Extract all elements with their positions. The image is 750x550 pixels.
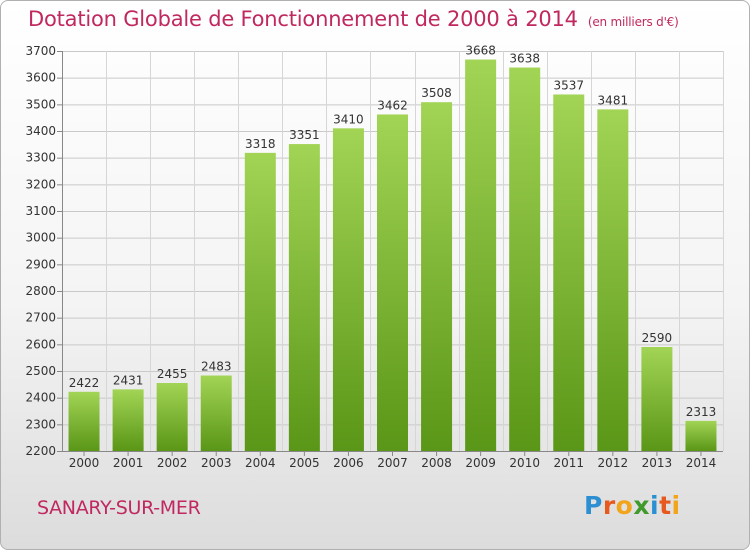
x-tick-label: 2014 xyxy=(686,456,717,470)
bar xyxy=(597,109,629,452)
x-tick-label: 2007 xyxy=(377,456,408,470)
bar xyxy=(377,114,408,451)
y-tick-label: 2500 xyxy=(25,364,56,378)
y-tick-label: 3200 xyxy=(25,177,56,191)
x-tick-label: 2002 xyxy=(157,456,188,470)
x-tick-label: 2011 xyxy=(553,456,584,470)
value-label: 3318 xyxy=(245,137,276,151)
proxiti-logo[interactable]: Proxiti xyxy=(584,491,681,520)
value-label: 3410 xyxy=(333,112,364,126)
city-name: SANARY-SUR-MER xyxy=(37,497,201,519)
value-label: 2455 xyxy=(157,367,188,381)
value-label: 3462 xyxy=(377,98,408,112)
y-tick-label: 3700 xyxy=(25,44,56,58)
x-tick-label: 2005 xyxy=(289,456,320,470)
value-label: 3481 xyxy=(598,93,629,107)
bar xyxy=(641,347,673,451)
chart-title: Dotation Globale de Fonctionnement de 20… xyxy=(28,7,679,31)
y-tick-label: 3500 xyxy=(25,97,56,111)
value-label: 2483 xyxy=(201,360,232,374)
y-tick-label: 2800 xyxy=(25,284,56,298)
bar xyxy=(200,375,232,451)
bar xyxy=(553,94,585,451)
bar xyxy=(332,128,364,451)
bar xyxy=(685,420,717,451)
y-tick-label: 3000 xyxy=(25,231,56,245)
x-tick-label: 2008 xyxy=(421,456,452,470)
x-tick-label: 2003 xyxy=(201,456,232,470)
x-tick-label: 2001 xyxy=(113,456,144,470)
x-tick-label: 2013 xyxy=(642,456,673,470)
x-tick-label: 2009 xyxy=(465,456,496,470)
value-label: 2590 xyxy=(642,331,673,345)
x-tick-label: 2010 xyxy=(509,456,540,470)
y-tick-label: 2700 xyxy=(25,311,56,325)
bar xyxy=(112,389,144,451)
y-tick-label: 2600 xyxy=(25,337,56,351)
y-tick-label: 3300 xyxy=(25,151,56,165)
y-tick-label: 3600 xyxy=(25,71,56,85)
x-tick-label: 2004 xyxy=(245,456,276,470)
x-tick-label: 2000 xyxy=(69,456,100,470)
value-labels: 2422 2431 2455 2483 3318 3351 3410 3462 3508 3668… xyxy=(69,44,716,419)
y-tick-label: 2300 xyxy=(25,417,56,431)
value-label: 3537 xyxy=(553,78,584,92)
value-label: 2431 xyxy=(113,373,144,387)
value-label: 2313 xyxy=(686,405,717,419)
value-label: 3351 xyxy=(289,128,320,142)
y-tick-label: 3400 xyxy=(25,124,56,138)
bar xyxy=(156,383,188,451)
chart-subtitle: (en milliers d'€) xyxy=(587,15,679,29)
bar xyxy=(288,144,320,452)
bar xyxy=(509,67,541,452)
value-label: 2422 xyxy=(69,376,100,390)
axes: 2200 2300 2400 2500 2600 2700 2800 2900 3000 3100… xyxy=(25,44,723,470)
bar xyxy=(244,152,276,451)
bar xyxy=(421,102,453,451)
y-tick-label: 2900 xyxy=(25,257,56,271)
x-tick-label: 2012 xyxy=(598,456,629,470)
bar xyxy=(465,59,497,452)
value-label: 3638 xyxy=(509,52,540,66)
chart-title-text: Dotation Globale de Fonctionnement de 20… xyxy=(28,7,578,31)
x-tick-label: 2006 xyxy=(333,456,364,470)
value-label: 3668 xyxy=(465,44,496,58)
y-tick-label: 2200 xyxy=(25,444,56,458)
y-tick-label: 2400 xyxy=(25,391,56,405)
bars xyxy=(68,59,717,452)
bar xyxy=(68,391,100,451)
y-tick-label: 3100 xyxy=(25,204,56,218)
value-label: 3508 xyxy=(421,86,452,100)
